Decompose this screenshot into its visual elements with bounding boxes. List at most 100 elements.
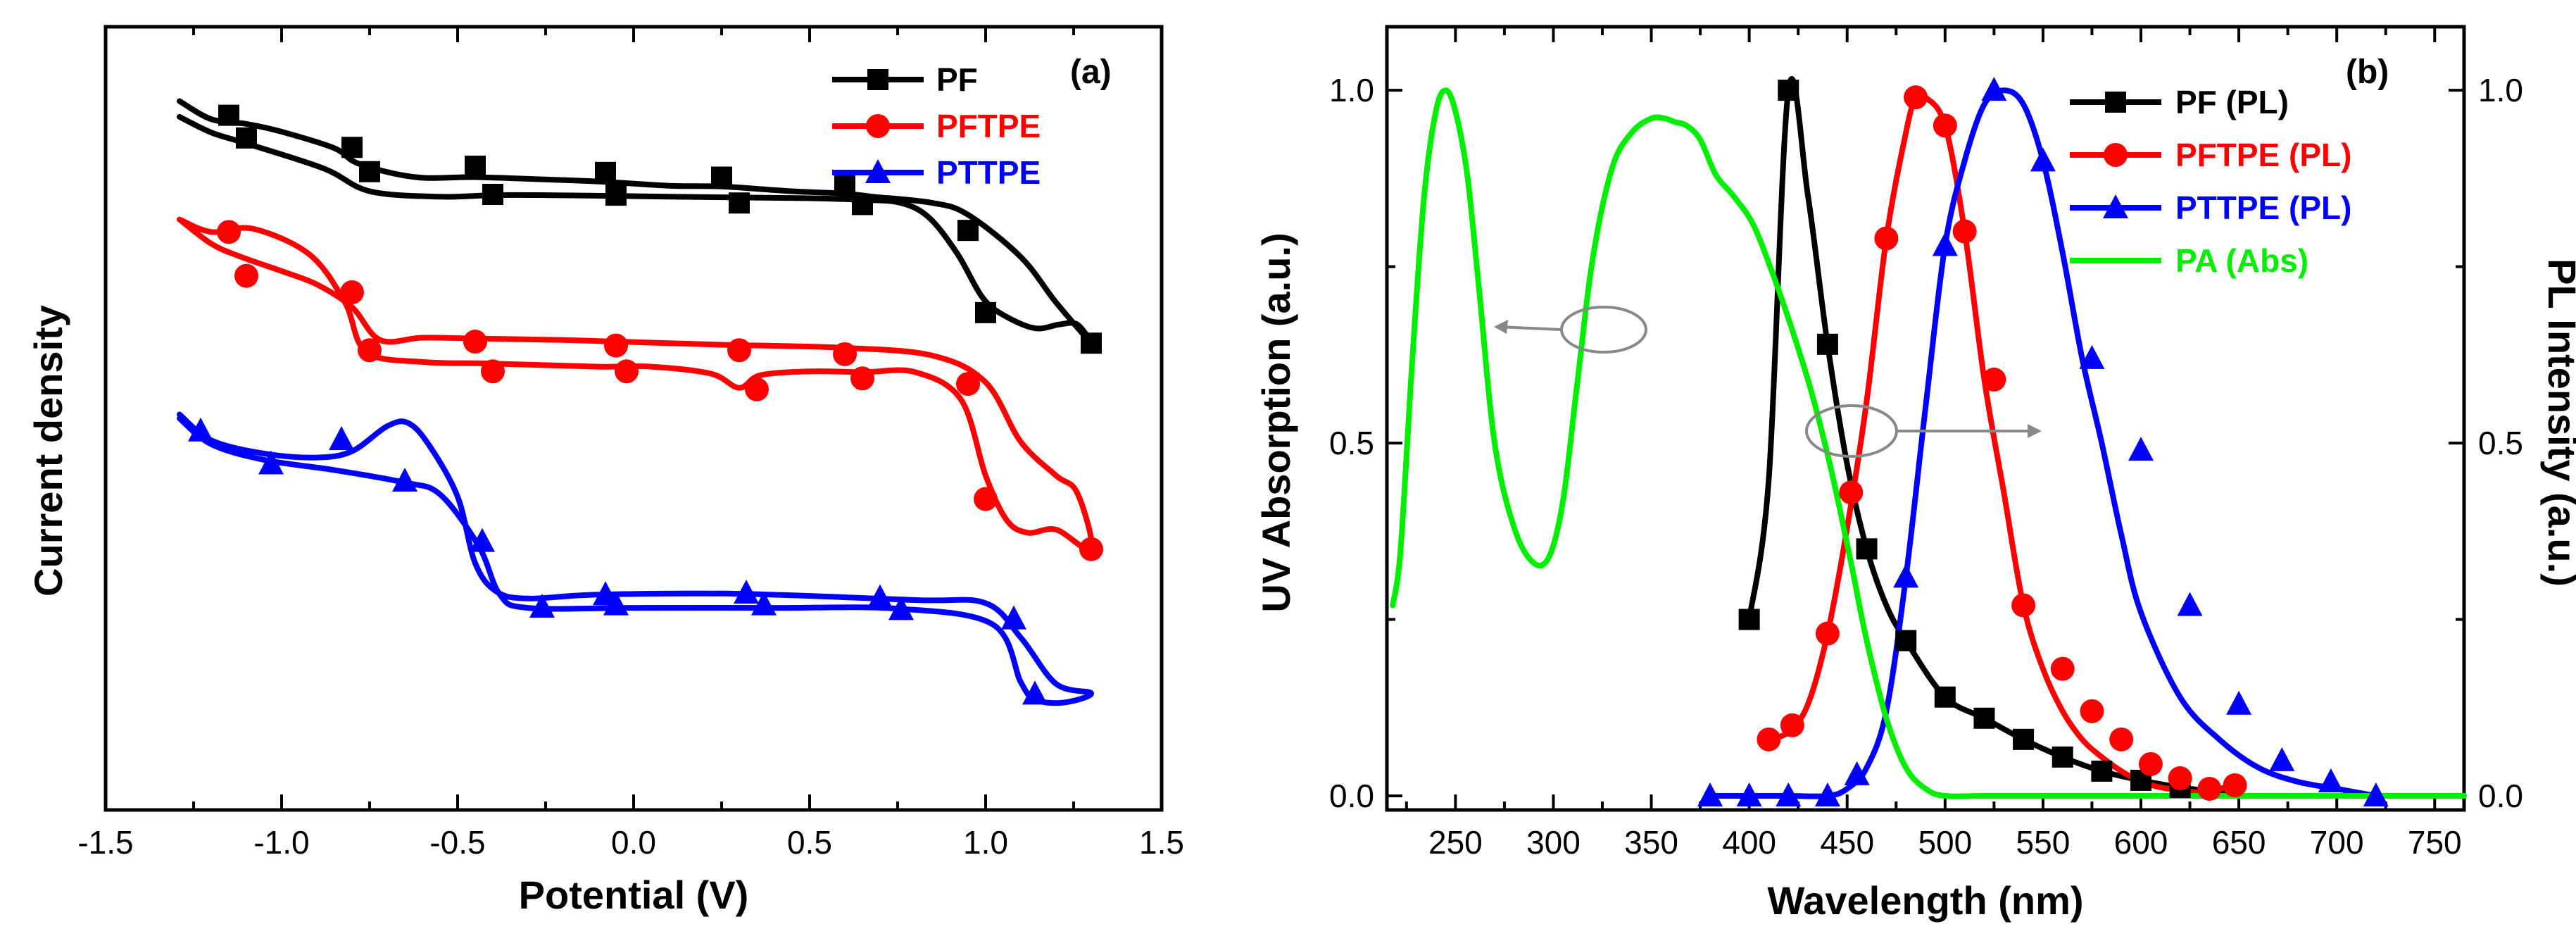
- marker-pttpe-pl: [2226, 690, 2252, 715]
- panel-b-x-axis-label: Wavelength (nm): [1767, 878, 2083, 923]
- panel-b-ticks: 250 300 350 400 450 500 550 600 650 700 750 0.0 0.5 1…: [1329, 27, 2523, 861]
- marker-pftpe-pl: [1780, 713, 1804, 737]
- panel-b: 250 300 350 400 450 500 550 600 650 700 750 0.0 0.5 1…: [1254, 25, 2576, 923]
- marker-pftpe-pl: [1933, 113, 1957, 138]
- panel-b-x-tick-label: 300: [1526, 824, 1581, 861]
- marker-pttpe: [1001, 605, 1026, 630]
- panel-b-x-tick-label: 500: [1918, 824, 1972, 861]
- panel-b-x-tick-label: 650: [2212, 824, 2266, 861]
- panel-a-x-tick-label: 1.0: [963, 824, 1008, 861]
- panel-b-right-y-axis-label: PL Intensity (a.u.): [2540, 258, 2576, 587]
- marker-pftpe: [727, 338, 751, 363]
- marker-pftpe-pl: [2109, 727, 2134, 751]
- marker-pftpe: [850, 366, 874, 391]
- panel-a-legend: PF PFTPE PTTPE: [832, 61, 1041, 191]
- marker-pf: [975, 301, 996, 323]
- panel-a-label: (a): [1070, 54, 1112, 91]
- panel-b-x-tick-label: 400: [1722, 824, 1776, 861]
- panel-b-x-tick-label: 750: [2408, 824, 2462, 861]
- panel-b-left-y-tick-label: 1.0: [1329, 72, 1374, 108]
- marker-pttpe: [888, 596, 914, 620]
- marker-pttpe: [867, 584, 893, 609]
- marker-pf: [729, 192, 750, 214]
- marker-pttpe-pl: [2177, 592, 2203, 616]
- marker-pttpe: [529, 593, 555, 618]
- panel-a-markers: [188, 104, 1103, 705]
- marker-pf: [465, 155, 486, 177]
- marker-pf: [595, 161, 616, 183]
- legend-label-pa-abs: PA (Abs): [2175, 242, 2308, 279]
- marker-pf: [341, 137, 363, 158]
- marker-pttpe: [258, 450, 284, 475]
- marker-pttpe: [734, 579, 759, 604]
- marker-pf: [218, 104, 239, 126]
- marker-pf-pl: [2052, 746, 2073, 768]
- panel-b-right-y-tick-label: 0.5: [2478, 425, 2523, 461]
- marker-pttpe: [392, 467, 417, 492]
- marker-pttpe-pl: [1697, 782, 1723, 806]
- panel-b-markers: [1697, 77, 2389, 806]
- marker-pf: [482, 183, 503, 205]
- marker-pf: [834, 174, 855, 196]
- legend-marker-pttpe-pl: [2103, 194, 2128, 218]
- marker-pftpe: [463, 330, 487, 354]
- panel-a-x-tick-label: -1.5: [77, 824, 133, 861]
- panel-b-x-tick-label: 350: [1624, 824, 1678, 861]
- marker-pf: [1081, 332, 1102, 354]
- left-axis-arrow: [1499, 325, 1562, 331]
- panel-b-right-y-tick-label: 1.0: [2478, 72, 2523, 108]
- panel-b-left-y-tick-label: 0.0: [1329, 778, 1374, 814]
- panel-a-x-ticks: -1.5 -1.0 -0.5 0.0 0.5 1.0 1.5: [77, 27, 1184, 861]
- marker-pftpe: [1079, 537, 1103, 561]
- marker-pf-pl: [1856, 538, 1878, 560]
- marker-pttpe-pl: [2363, 782, 2389, 806]
- panel-a-x-tick-label: 1.5: [1139, 824, 1184, 861]
- marker-pf-pl: [2013, 728, 2035, 750]
- marker-pf-pl: [1895, 630, 1917, 651]
- marker-pftpe: [745, 377, 769, 401]
- marker-pf: [711, 166, 732, 188]
- marker-pttpe: [593, 581, 618, 606]
- marker-pftpe-pl: [2080, 699, 2104, 723]
- marker-pftpe: [615, 359, 639, 384]
- panel-a-x-axis-label: Potential (V): [519, 873, 749, 917]
- panel-b-legend: PF (PL) PFTPE (PL) PTTPE (PL) PA (Abs): [2070, 84, 2351, 279]
- panel-b-annotations: [1494, 306, 2042, 458]
- curve-pftpe-pl: [1761, 90, 2238, 796]
- panel-a-curves: [177, 98, 1095, 706]
- marker-pf-pl: [1973, 707, 1995, 729]
- marker-pftpe: [217, 220, 241, 244]
- legend-label-pttpe: PTTPE: [936, 154, 1041, 191]
- panel-a-x-tick-label: 0.5: [787, 824, 832, 861]
- curve-pttpe-pl: [1707, 87, 2379, 799]
- curve-pttpe: [177, 411, 1095, 706]
- marker-pttpe-pl: [2318, 768, 2344, 792]
- marker-pttpe: [1022, 680, 1048, 705]
- marker-pf: [852, 194, 873, 216]
- panel-b-right-y-tick-label: 0.0: [2478, 778, 2523, 814]
- marker-pttpe-pl: [1844, 761, 1870, 785]
- marker-pf: [359, 161, 380, 182]
- marker-pttpe-pl: [1736, 782, 1762, 806]
- legend-marker-pttpe: [865, 159, 891, 183]
- marker-pttpe-pl: [2128, 437, 2154, 461]
- marker-pftpe-pl: [1839, 480, 1864, 505]
- panel-b-x-tick-label: 550: [2016, 824, 2071, 861]
- panel-b-label: (b): [2346, 54, 2389, 91]
- marker-pftpe: [833, 342, 857, 366]
- marker-pftpe-pl: [1757, 727, 1781, 751]
- marker-pftpe-pl: [1982, 367, 2006, 392]
- marker-pftpe: [604, 333, 628, 358]
- marker-pttpe-pl: [2030, 147, 2056, 172]
- marker-pf: [236, 127, 257, 149]
- marker-pttpe-pl: [1776, 782, 1802, 806]
- panel-b-left-y-tick-label: 0.5: [1329, 425, 1374, 461]
- right-axis-arrowhead-icon: [2028, 424, 2042, 438]
- marker-pf-pl: [1738, 609, 1760, 630]
- marker-pttpe: [329, 426, 354, 451]
- panel-b-x-tick-label: 450: [1820, 824, 1874, 861]
- marker-pttpe-pl: [1932, 232, 1958, 256]
- marker-pftpe: [956, 372, 980, 397]
- abs-curve-indicator-ellipse: [1560, 306, 1647, 354]
